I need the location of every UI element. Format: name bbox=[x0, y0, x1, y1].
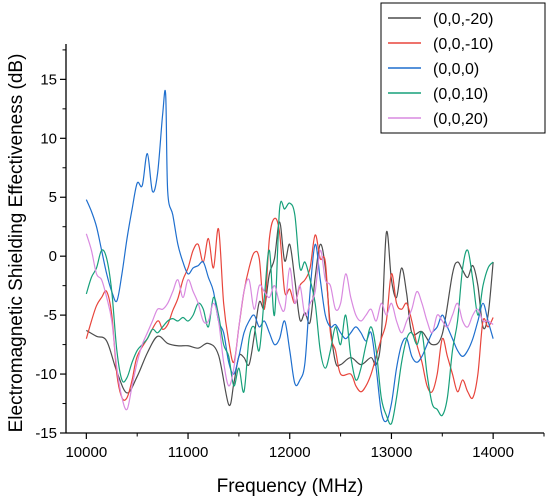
y-tick-label: 5 bbox=[49, 189, 57, 206]
x-tick-label: 11000 bbox=[168, 444, 209, 461]
y-tick-label: 15 bbox=[40, 71, 57, 88]
axis-layer: 10000 11000 12000 13000 14000 -15 -10 -5 0 5 10 15 bbox=[35, 49, 545, 461]
x-tick-label: 10000 bbox=[65, 444, 107, 461]
series-line-1 bbox=[86, 221, 494, 407]
y-tick-label: -10 bbox=[35, 366, 57, 383]
x-tick-label: 13000 bbox=[371, 444, 413, 461]
series-line-4 bbox=[85, 200, 494, 425]
x-tick-label: 14000 bbox=[472, 444, 514, 461]
legend-label: (0,0,-20) bbox=[433, 11, 493, 28]
series-layer bbox=[85, 89, 494, 425]
y-tick-label: -5 bbox=[44, 307, 57, 324]
x-axis-title: Frequency (MHz) bbox=[217, 476, 364, 497]
legend-label: (0,0,-10) bbox=[433, 36, 493, 53]
series-line-2 bbox=[85, 217, 494, 401]
y-tick-label: -15 bbox=[35, 425, 57, 442]
legend: (0,0,-20) (0,0,-10) (0,0,0) (0,0,10) (0,0,20… bbox=[380, 2, 546, 134]
legend-label: (0,0,10) bbox=[433, 86, 488, 103]
x-tick-label: 12000 bbox=[269, 444, 311, 461]
y-tick-label: 10 bbox=[40, 130, 57, 147]
series-line-3 bbox=[85, 89, 494, 423]
series-line-5 bbox=[85, 233, 494, 411]
legend-label: (0,0,0) bbox=[433, 61, 479, 78]
legend-label: (0,0,20) bbox=[433, 111, 488, 128]
y-tick-label: 0 bbox=[49, 248, 57, 265]
y-axis-title: Electromagnetic Shielding Effectiveness … bbox=[6, 54, 27, 433]
